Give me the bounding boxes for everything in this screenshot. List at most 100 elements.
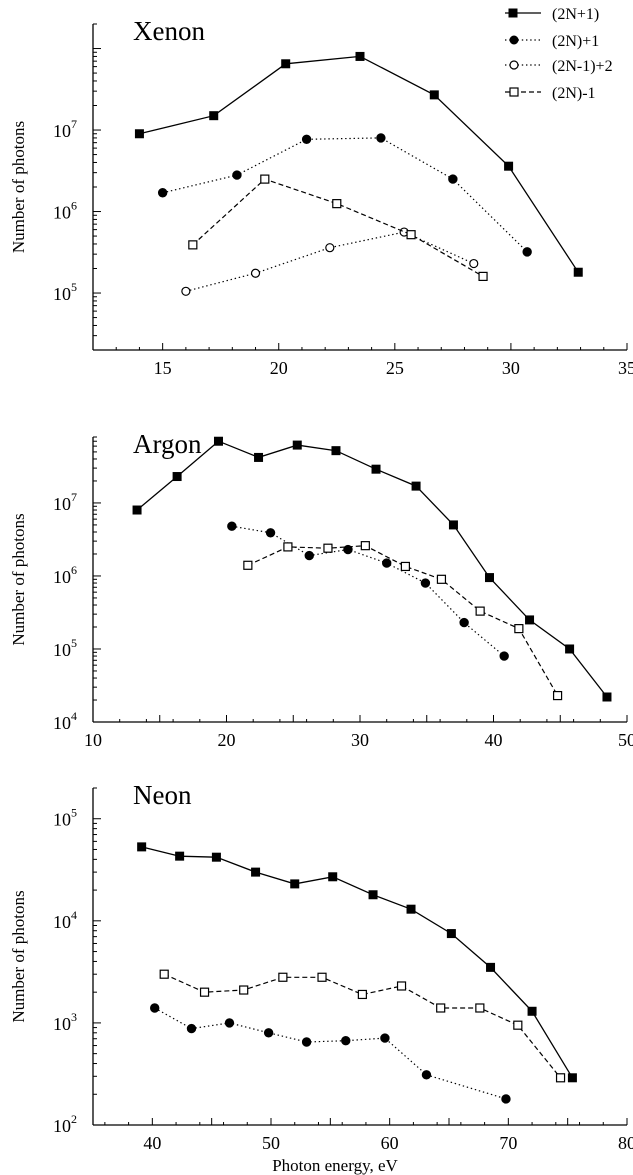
xenon-y-tick-exp: 7 [71, 117, 77, 131]
neon-point-2n-plus-1 [446, 929, 456, 939]
neon-x-axis-label: Photon energy, eV [272, 1156, 398, 1175]
argon-point-2n-then-plus-1 [420, 578, 431, 588]
argon-point-2n-then-minus-1 [323, 543, 333, 553]
argon-point-2n-then-minus-1 [283, 542, 293, 552]
neon-y-tick-exp: 2 [71, 1112, 77, 1126]
argon-point-2n-plus-1 [448, 520, 458, 530]
argon-point-2n-plus-1 [565, 644, 575, 654]
argon-series-2n-then-plus-1 [227, 521, 509, 661]
xenon-y-axis-label: Number of photons [9, 121, 28, 253]
argon-y-tick-label: 107 [53, 490, 77, 514]
legend-marker-2n-plus-1 [508, 8, 518, 18]
legend-item-2n-then-minus-1: (2N)-1 [505, 85, 596, 102]
neon-y-tick-exp: 5 [71, 806, 77, 820]
xenon-point-2n-then-minus-1 [478, 271, 488, 281]
neon-point-2n-then-plus-1 [224, 1018, 235, 1028]
neon-point-2n-then-plus-1 [301, 1037, 312, 1047]
argon-series-line-2n-then-minus-1 [247, 545, 559, 696]
neon-y-tick-label: 102 [53, 1112, 77, 1136]
neon-point-2n-plus-1 [486, 962, 496, 972]
xenon-point-2n-then-minus-1 [260, 174, 270, 184]
xenon-series-2n-minus-1-then-plus-2 [181, 227, 479, 296]
neon-y-tick-base: 10 [53, 1116, 71, 1136]
neon-x-tick-label: 50 [262, 1133, 280, 1153]
neon-point-2n-plus-1 [567, 1073, 577, 1083]
xenon-title: Xenon [133, 16, 205, 46]
neon-y-tick-label: 105 [53, 806, 77, 830]
neon-point-2n-then-minus-1 [513, 1020, 523, 1030]
xenon-y-tick-label: 105 [53, 280, 77, 304]
xenon-point-2n-then-plus-1 [232, 170, 242, 180]
argon-point-2n-plus-1 [525, 615, 535, 625]
neon-series-line-2n-then-minus-1 [163, 973, 561, 1079]
xenon-point-2n-minus-1-then-plus-2 [250, 268, 261, 278]
neon-point-2n-then-plus-1 [341, 1035, 351, 1046]
neon-point-2n-plus-1 [527, 1006, 537, 1016]
argon-point-2n-then-plus-1 [382, 558, 392, 568]
argon-series-line-2n-then-plus-1 [231, 525, 505, 657]
legend-item-2n-minus-1-then-plus-2: (2N-1)+2 [505, 58, 613, 75]
legend-marker-2n-minus-1-then-plus-2 [509, 60, 519, 70]
argon-y-axis-label: Number of photons [9, 513, 28, 645]
neon-y-tick-exp: 4 [71, 908, 77, 922]
argon-series-2n-plus-1 [132, 436, 612, 702]
argon-y-tick-exp: 4 [71, 709, 77, 723]
xenon-series-line-2n-then-plus-1 [162, 137, 528, 253]
neon-point-2n-then-minus-1 [317, 972, 327, 982]
legend-item-2n-plus-1: (2N+1) [505, 6, 599, 23]
xenon-point-2n-then-minus-1 [332, 199, 342, 209]
argon-x-tick-label: 40 [485, 730, 503, 750]
argon-point-2n-then-plus-1 [343, 544, 353, 555]
legend-marker-2n-then-plus-1 [509, 35, 519, 45]
neon-point-2n-then-plus-1 [150, 1003, 160, 1013]
xenon-point-2n-then-plus-1 [522, 247, 532, 257]
xenon-series-line-2n-minus-1-then-plus-2 [185, 231, 475, 292]
xenon-x-tick-label: 35 [618, 358, 633, 378]
argon-point-2n-plus-1 [411, 481, 421, 491]
argon-point-2n-plus-1 [331, 446, 341, 456]
argon-point-2n-then-plus-1 [304, 550, 314, 561]
legend-label-2n-plus-1: (2N+1) [552, 6, 599, 23]
neon-y-tick-base: 10 [53, 810, 71, 830]
neon-point-2n-plus-1 [211, 852, 221, 862]
xenon-point-2n-then-plus-1 [157, 188, 168, 198]
legend: (2N+1) (2N)+1 (2N-1)+2 (2N)-1 [505, 6, 613, 102]
neon-point-2n-then-minus-1 [475, 1003, 485, 1013]
neon-point-2n-plus-1 [251, 867, 261, 877]
legend-marker-2n-then-minus-1 [509, 87, 519, 97]
neon-y-tick-base: 10 [53, 1014, 71, 1034]
argon-point-2n-then-minus-1 [552, 690, 563, 701]
argon-point-2n-plus-1 [602, 692, 612, 702]
neon-y-tick-label: 103 [53, 1010, 77, 1034]
legend-label-2n-minus-1-then-plus-2: (2N-1)+2 [552, 58, 613, 75]
xenon-point-2n-minus-1-then-plus-2 [325, 243, 335, 253]
argon-x-tick-label: 10 [84, 730, 102, 750]
argon-point-2n-then-minus-1 [514, 624, 524, 634]
xenon-point-2n-plus-1 [573, 267, 583, 277]
argon-y-tick-label: 105 [53, 636, 77, 660]
argon-y-tick-base: 10 [53, 640, 71, 660]
legend-label-2n-then-minus-1: (2N)-1 [552, 85, 596, 102]
neon-point-2n-plus-1 [175, 851, 185, 861]
neon-point-2n-plus-1 [328, 872, 338, 882]
argon-y-tick-base: 10 [53, 494, 71, 514]
argon-point-2n-then-plus-1 [227, 521, 237, 531]
argon-y-tick-exp: 5 [71, 636, 77, 650]
neon-point-2n-plus-1 [137, 842, 147, 852]
neon-point-2n-plus-1 [290, 879, 300, 889]
neon-series-2n-then-plus-1 [150, 1003, 511, 1104]
xenon-point-2n-then-minus-1 [406, 230, 416, 240]
neon-point-2n-then-minus-1 [199, 987, 210, 997]
neon-point-2n-then-minus-1 [436, 1003, 446, 1013]
neon-series-line-2n-plus-1 [141, 846, 573, 1079]
neon-point-2n-then-plus-1 [501, 1094, 511, 1104]
neon-point-2n-then-minus-1 [278, 972, 288, 982]
xenon-point-2n-minus-1-then-plus-2 [469, 258, 479, 269]
neon-y-axis-label: Number of photons [9, 890, 28, 1022]
xenon-point-2n-plus-1 [429, 90, 439, 100]
xenon-series-line-2n-then-minus-1 [192, 178, 484, 277]
